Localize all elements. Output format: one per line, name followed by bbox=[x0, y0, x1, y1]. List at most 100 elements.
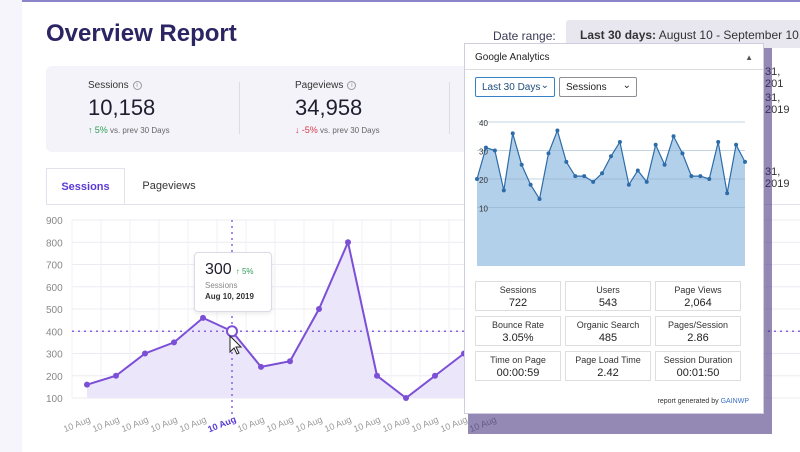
date-range-preset: Last 30 days: bbox=[580, 28, 657, 42]
google-analytics-widget: Google Analytics ▲ Last 30 Days ⌄ Session… bbox=[464, 43, 764, 414]
metric-card-value: 2.86 bbox=[687, 332, 709, 344]
metric-card: Page Load Time 2.42 bbox=[565, 351, 651, 381]
y-tick-label: 30 bbox=[479, 148, 488, 157]
data-point bbox=[519, 162, 524, 167]
metric-select[interactable]: Sessions ⌄ bbox=[559, 77, 637, 97]
tooltip-value: 300 bbox=[205, 261, 232, 278]
metric-card: Bounce Rate 3.05% bbox=[475, 316, 561, 346]
tab-sessions[interactable]: Sessions bbox=[46, 168, 125, 204]
x-tick-label: 10 Aug bbox=[236, 414, 266, 434]
tab-pageviews[interactable]: Pageviews bbox=[142, 180, 196, 192]
data-point bbox=[200, 314, 206, 321]
x-tick-label: 10 Aug bbox=[178, 414, 208, 434]
ga-sessions-area bbox=[477, 130, 745, 266]
stat-change: -5% bbox=[301, 125, 318, 135]
data-point bbox=[113, 372, 119, 379]
stat-pageviews: Pageviews i 34,958 ↓ -5% vs. prev 30 Days bbox=[295, 80, 380, 135]
metric-card-value: 485 bbox=[598, 332, 618, 344]
tab-underline bbox=[46, 204, 800, 205]
data-point bbox=[492, 148, 497, 153]
chevron-down-icon: ⌄ bbox=[622, 80, 631, 91]
data-point bbox=[171, 339, 177, 346]
data-point bbox=[84, 381, 90, 388]
metric-card: Organic Search 485 bbox=[565, 316, 651, 346]
footer-text: report generated by bbox=[657, 398, 719, 405]
widget-header[interactable]: Google Analytics ▲ bbox=[465, 44, 763, 70]
stat-value: 34,958 bbox=[295, 95, 363, 120]
metric-card-label: Page Views bbox=[674, 285, 722, 295]
metric-card-value: 2,064 bbox=[684, 297, 712, 309]
data-point bbox=[403, 395, 409, 401]
stat-change: 5% bbox=[94, 125, 108, 135]
x-tick-label: 10 Aug bbox=[410, 414, 440, 434]
metric-card-value: 00:01:50 bbox=[676, 367, 720, 379]
data-point bbox=[573, 174, 578, 179]
data-point bbox=[600, 171, 605, 176]
highlighted-point bbox=[226, 325, 238, 338]
data-point bbox=[475, 177, 479, 181]
metric-card-label: Session Duration bbox=[663, 355, 733, 365]
x-tick-label: 10 Aug bbox=[352, 414, 382, 434]
arrow-down-icon: ↓ bbox=[295, 125, 300, 135]
data-point bbox=[546, 151, 551, 156]
metric-card-value: 722 bbox=[508, 297, 528, 309]
sessions-area bbox=[87, 242, 464, 398]
data-point bbox=[142, 350, 148, 357]
metric-card: Sessions 722 bbox=[475, 281, 561, 311]
tooltip-date: Aug 10, 2019 bbox=[205, 292, 254, 301]
metric-card: Pages/Session 2.86 bbox=[655, 316, 741, 346]
data-point bbox=[626, 182, 631, 187]
metric-card: Time on Page 00:00:59 bbox=[475, 351, 561, 381]
stat-label: Sessions bbox=[88, 80, 129, 91]
info-icon[interactable]: i bbox=[132, 80, 142, 90]
stat-sessions: Sessions i 10,158 ↑ 5% vs. prev 30 Days bbox=[88, 80, 170, 135]
x-tick-label: 10 Aug bbox=[206, 414, 237, 434]
metric-card-label: Time on Page bbox=[490, 355, 546, 365]
data-point bbox=[287, 358, 293, 365]
data-point bbox=[743, 159, 747, 164]
data-point bbox=[316, 306, 322, 312]
data-point bbox=[653, 142, 658, 147]
data-point bbox=[555, 128, 560, 133]
period-select[interactable]: Last 30 Days ⌄ bbox=[475, 77, 555, 97]
data-point bbox=[374, 372, 380, 379]
data-point bbox=[617, 139, 622, 144]
data-point bbox=[662, 162, 667, 167]
metric-card: Session Duration 00:01:50 bbox=[655, 351, 741, 381]
y-tick-label: 20 bbox=[479, 176, 488, 185]
chevron-down-icon: ⌄ bbox=[540, 80, 549, 91]
metric-card-value: 2.42 bbox=[597, 367, 619, 379]
metric-card: Users 543 bbox=[565, 281, 651, 311]
divider bbox=[239, 82, 240, 134]
data-point bbox=[671, 134, 676, 139]
data-point bbox=[609, 154, 613, 159]
data-point bbox=[680, 151, 685, 156]
data-point bbox=[345, 239, 351, 246]
footer-brand-link[interactable]: GAINWP bbox=[720, 398, 749, 405]
metric-card-label: Pages/Session bbox=[667, 320, 729, 330]
y-tick-label: 900 bbox=[46, 216, 63, 227]
period-select-value: Last 30 Days bbox=[482, 82, 541, 93]
x-tick-label: 10 Aug bbox=[381, 414, 411, 434]
data-point bbox=[510, 131, 515, 136]
collapse-arrow-icon[interactable]: ▲ bbox=[745, 53, 753, 62]
data-point bbox=[707, 177, 712, 181]
data-point bbox=[564, 159, 569, 164]
x-tick-label: 10 Aug bbox=[294, 414, 324, 434]
x-tick-label: 10 Aug bbox=[265, 414, 295, 434]
widget-title: Google Analytics bbox=[475, 52, 550, 63]
page-title: Overview Report bbox=[46, 20, 237, 47]
metric-card-value: 3.05% bbox=[502, 332, 534, 344]
x-tick-label: 10 Aug bbox=[439, 414, 469, 434]
info-icon[interactable]: i bbox=[347, 80, 357, 90]
date-range-value: August 10 - September 10, 2019 bbox=[658, 28, 800, 42]
y-tick-label: 400 bbox=[46, 327, 63, 338]
chart-tooltip: 300 ↑ 5% Sessions Aug 10, 2019 bbox=[194, 252, 272, 312]
y-tick-label: 800 bbox=[46, 238, 63, 249]
metric-card-label: Sessions bbox=[499, 285, 537, 295]
y-tick-label: 300 bbox=[46, 350, 63, 361]
data-point bbox=[725, 191, 730, 196]
y-tick-label: 40 bbox=[479, 119, 488, 128]
metric-card-value: 543 bbox=[598, 297, 618, 309]
cursor-icon bbox=[229, 334, 243, 355]
